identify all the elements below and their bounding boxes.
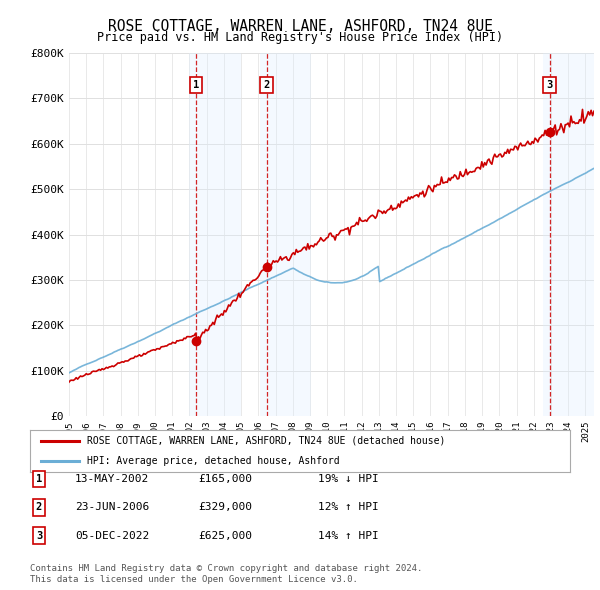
Text: 19% ↓ HPI: 19% ↓ HPI	[318, 474, 379, 484]
Text: Price paid vs. HM Land Registry's House Price Index (HPI): Price paid vs. HM Land Registry's House …	[97, 31, 503, 44]
Text: 1: 1	[193, 80, 199, 90]
Text: £165,000: £165,000	[198, 474, 252, 484]
Bar	[260, 53, 311, 416]
Text: Contains HM Land Registry data © Crown copyright and database right 2024.: Contains HM Land Registry data © Crown c…	[30, 565, 422, 573]
Text: 12% ↑ HPI: 12% ↑ HPI	[318, 503, 379, 512]
Text: 3: 3	[547, 80, 553, 90]
Text: 14% ↑ HPI: 14% ↑ HPI	[318, 531, 379, 540]
Text: 23-JUN-2006: 23-JUN-2006	[75, 503, 149, 512]
Text: 2: 2	[36, 503, 42, 512]
Text: £625,000: £625,000	[198, 531, 252, 540]
Text: 13-MAY-2002: 13-MAY-2002	[75, 474, 149, 484]
Bar	[543, 53, 595, 416]
Text: ROSE COTTAGE, WARREN LANE, ASHFORD, TN24 8UE (detached house): ROSE COTTAGE, WARREN LANE, ASHFORD, TN24…	[86, 436, 445, 446]
Text: 2: 2	[263, 80, 270, 90]
Text: £329,000: £329,000	[198, 503, 252, 512]
Text: ROSE COTTAGE, WARREN LANE, ASHFORD, TN24 8UE: ROSE COTTAGE, WARREN LANE, ASHFORD, TN24…	[107, 19, 493, 34]
Text: 05-DEC-2022: 05-DEC-2022	[75, 531, 149, 540]
Text: HPI: Average price, detached house, Ashford: HPI: Average price, detached house, Ashf…	[86, 455, 340, 466]
Text: 3: 3	[36, 531, 42, 540]
Text: This data is licensed under the Open Government Licence v3.0.: This data is licensed under the Open Gov…	[30, 575, 358, 584]
Bar	[189, 53, 241, 416]
Text: 1: 1	[36, 474, 42, 484]
